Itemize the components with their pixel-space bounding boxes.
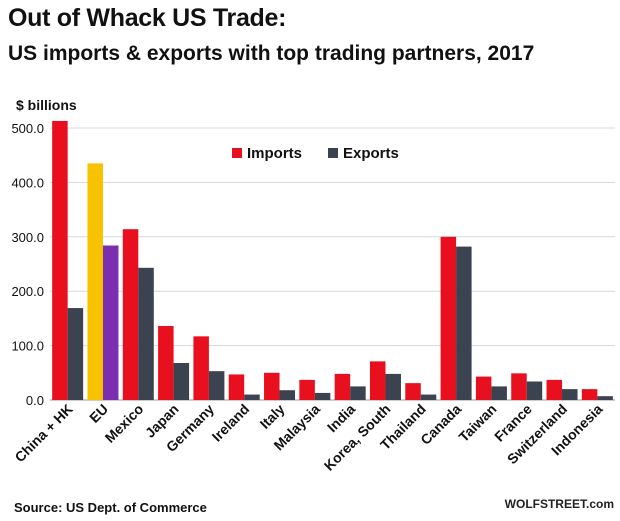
bar-imports-korea-south [369, 361, 386, 400]
bar-imports-thailand [405, 383, 421, 400]
x-tick-label: Mexico [102, 401, 147, 446]
bar-exports-china-hk [67, 308, 84, 400]
legend-swatch-exports [328, 148, 338, 158]
y-tick-label: 400.0 [11, 175, 44, 190]
x-tick-label: China + HK [11, 401, 75, 465]
bar-imports-switzerland [546, 379, 563, 400]
bar-exports-india [350, 386, 366, 400]
bar-imports-china-hk [52, 120, 68, 400]
bar-exports-germany [208, 371, 225, 400]
bar-exports-indonesia [597, 396, 613, 400]
bar-exports-eu [102, 245, 119, 400]
y-axis-label: $ billions [16, 97, 77, 113]
bar-imports-indonesia [581, 389, 598, 400]
bar-imports-taiwan [475, 376, 492, 400]
bar-exports-mexico [138, 267, 154, 400]
bar-exports-japan [173, 363, 190, 400]
bar-exports-switzerland [562, 389, 578, 400]
x-tick-label: Italy [257, 401, 288, 432]
y-tick-label: 100.0 [11, 339, 44, 354]
y-tick-label: 200.0 [11, 284, 44, 299]
bar-exports-canada [456, 246, 472, 400]
bar-imports-japan [158, 326, 174, 400]
bar-imports-italy [264, 372, 280, 400]
chart-title: Out of Whack US Trade: [8, 4, 287, 32]
bar-imports-mexico [122, 229, 139, 400]
bar-exports-taiwan [491, 386, 507, 400]
bar-exports-thailand [420, 394, 437, 400]
bar-imports-germany [193, 336, 209, 400]
x-tick-label: Ireland [209, 401, 253, 445]
bar-imports-malaysia [299, 379, 315, 400]
brand-label: WOLFSTREET.com [504, 497, 614, 511]
y-tick-label: 0.0 [26, 393, 44, 408]
bar-exports-ireland [244, 394, 260, 400]
bar-exports-malaysia [314, 392, 331, 400]
bar-imports-france [511, 373, 527, 400]
bar-imports-canada [440, 236, 457, 400]
x-tick-label: EU [86, 401, 111, 426]
bar-imports-eu [87, 163, 103, 400]
bar-exports-italy [279, 390, 296, 400]
y-tick-label: 500.0 [11, 121, 44, 136]
source-note: Source: US Dept. of Commerce [14, 500, 207, 515]
bar-exports-france [526, 381, 543, 400]
x-tick-label: Taiwan [455, 401, 499, 445]
legend-label-imports: Imports [247, 145, 302, 162]
legend-swatch-imports [232, 148, 242, 158]
y-tick-label: 300.0 [11, 230, 44, 245]
bar-imports-ireland [228, 374, 245, 400]
bar-exports-korea-south [385, 373, 401, 400]
chart-subtitle: US imports & exports with top trading pa… [8, 42, 535, 65]
legend-label-exports: Exports [343, 145, 399, 162]
bar-imports-india [334, 373, 351, 400]
